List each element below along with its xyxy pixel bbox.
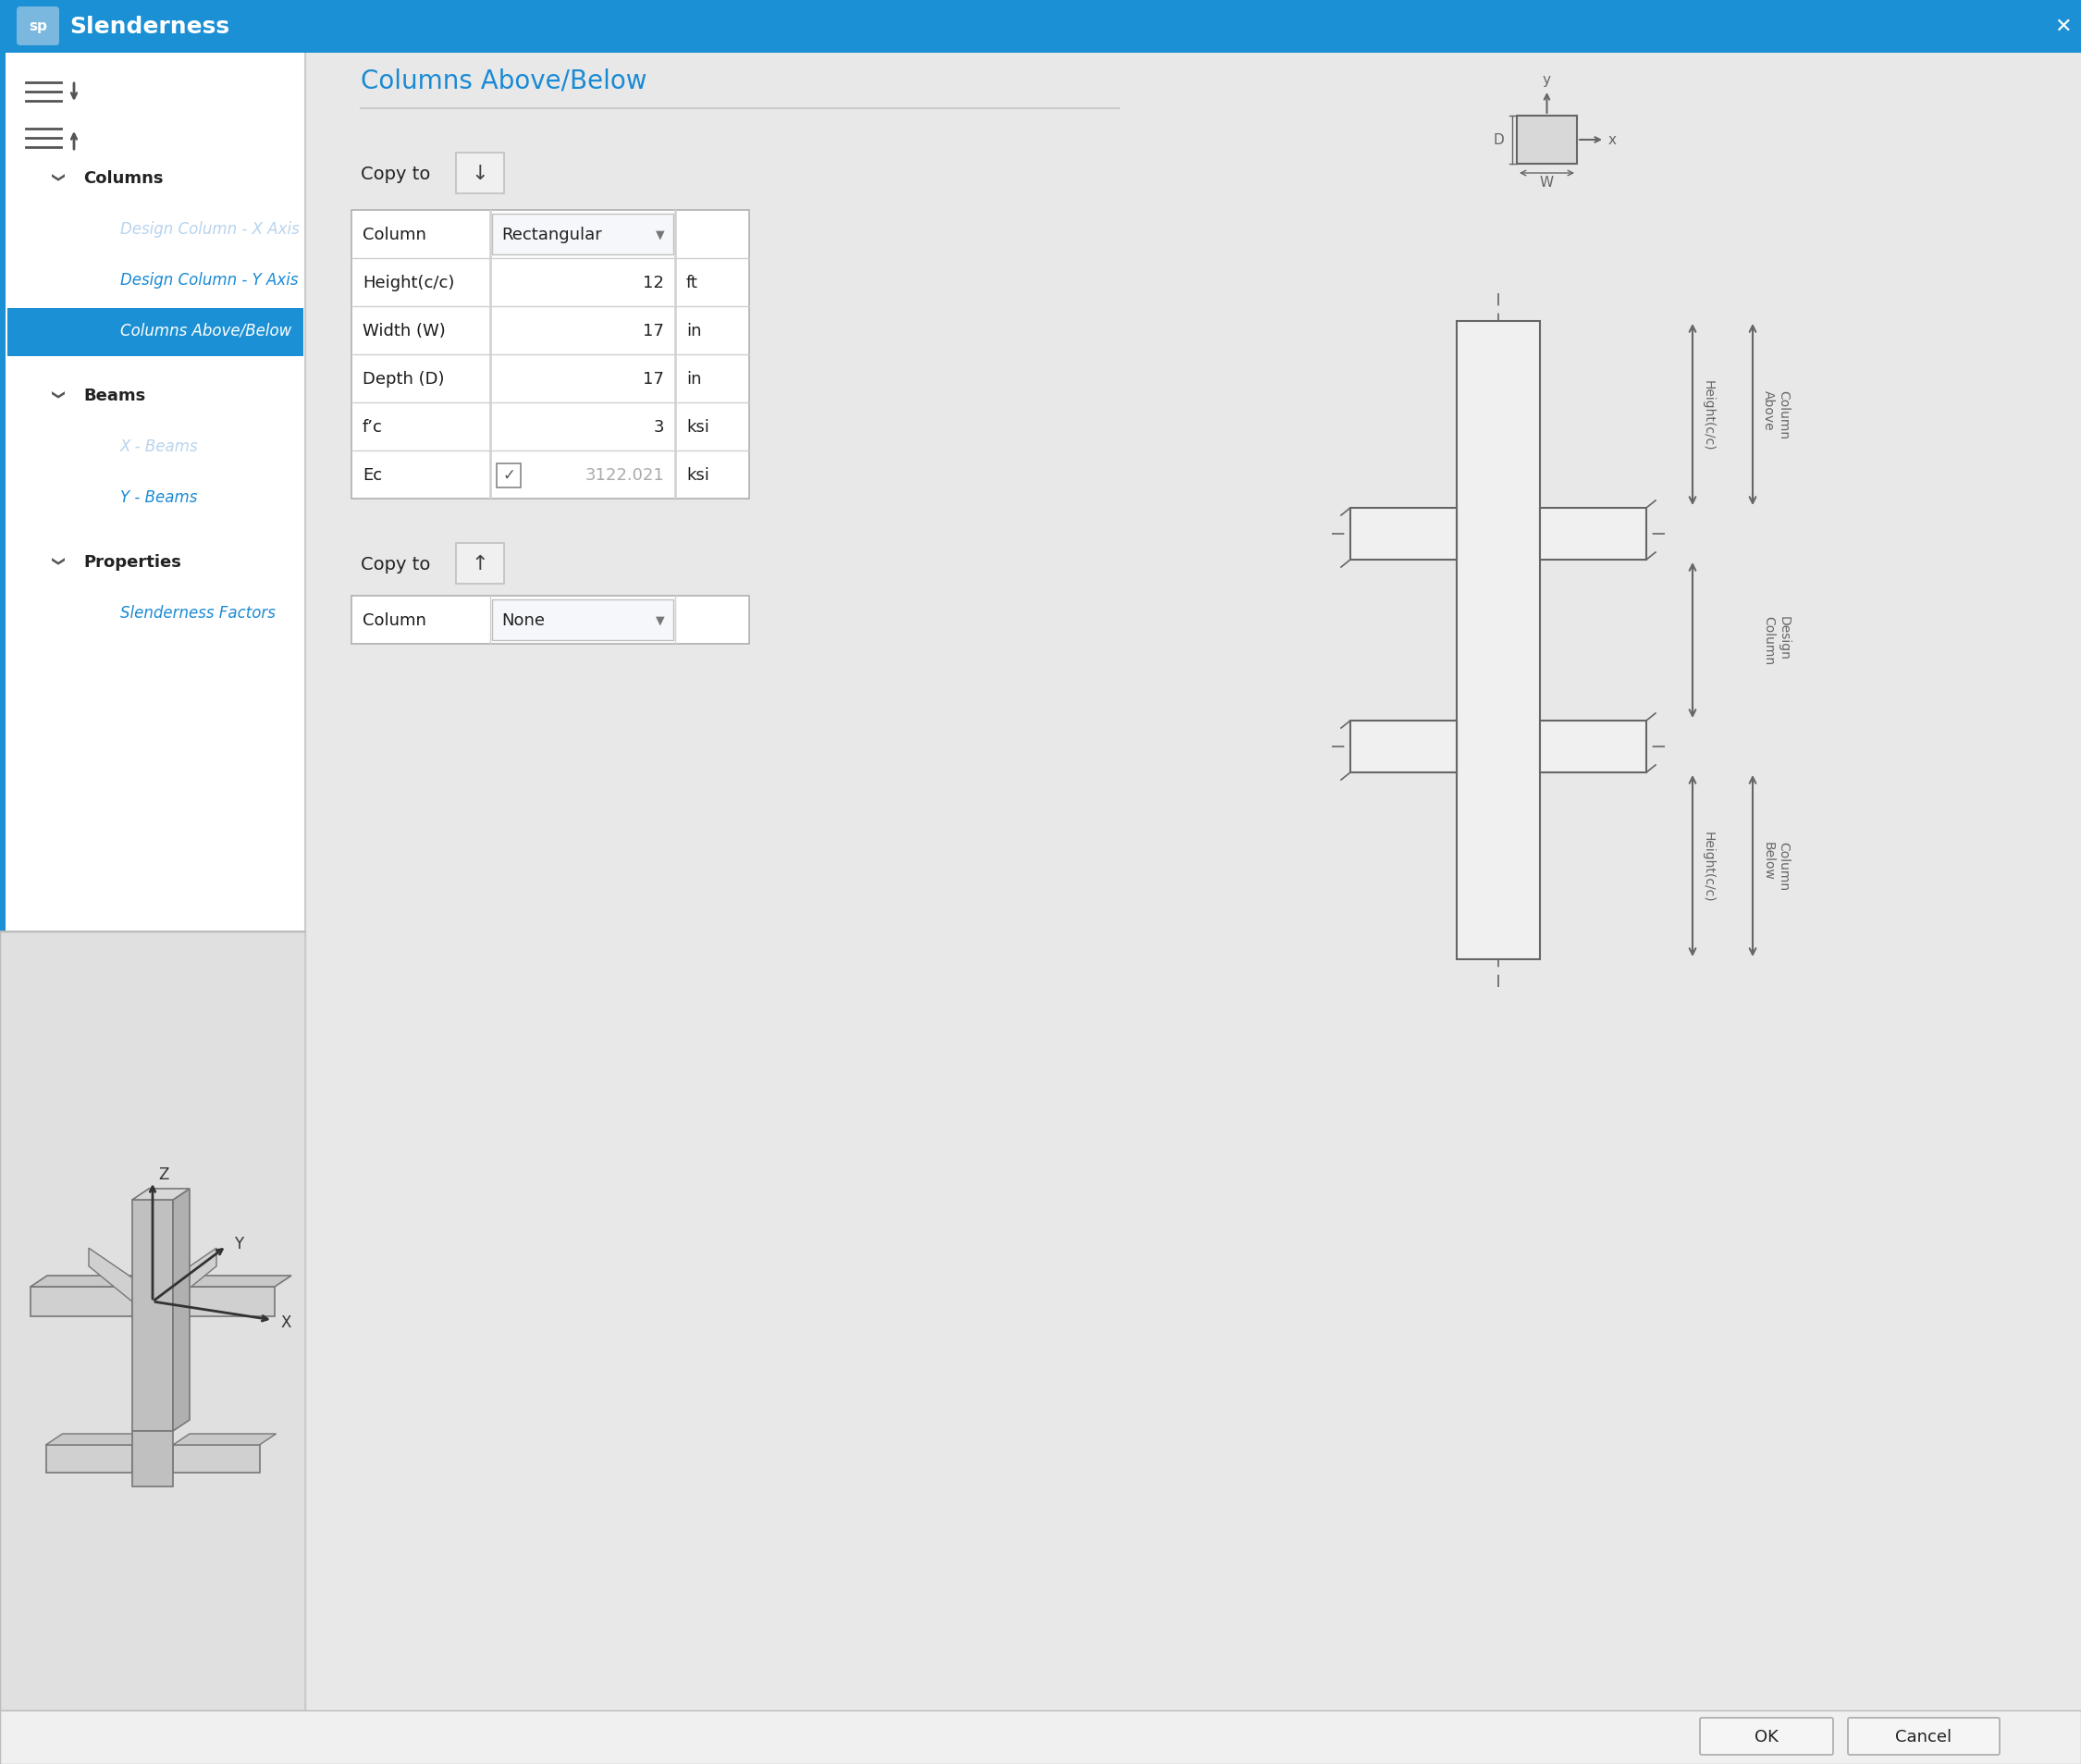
Bar — [1351, 721, 1457, 773]
Bar — [0, 931, 306, 1711]
Bar — [0, 53, 6, 1711]
Text: X: X — [281, 1314, 291, 1330]
Text: Properties: Properties — [83, 554, 181, 570]
Text: Design
Column: Design Column — [1763, 616, 1790, 665]
Text: Copy to: Copy to — [360, 166, 431, 183]
Bar — [491, 600, 674, 640]
Text: Columns Above/Below: Columns Above/Below — [121, 323, 291, 339]
Text: W: W — [1540, 176, 1555, 191]
Text: 3: 3 — [653, 418, 664, 436]
Text: 3122.021: 3122.021 — [585, 467, 664, 483]
Text: ksi: ksi — [687, 418, 710, 436]
FancyBboxPatch shape — [497, 464, 520, 489]
Text: ❯: ❯ — [50, 173, 62, 183]
Text: Y - Beams: Y - Beams — [121, 489, 198, 506]
Text: ▼: ▼ — [656, 614, 664, 626]
Text: ✕: ✕ — [2054, 18, 2071, 35]
Polygon shape — [158, 1249, 216, 1314]
Bar — [8, 309, 304, 356]
Polygon shape — [46, 1445, 133, 1473]
Bar — [1351, 508, 1457, 561]
Text: f’c: f’c — [362, 418, 383, 436]
Bar — [352, 210, 749, 499]
Text: Rectangular: Rectangular — [502, 226, 601, 243]
Bar — [0, 0, 2081, 53]
Text: Column
Above: Column Above — [1763, 390, 1790, 439]
Polygon shape — [133, 1431, 173, 1487]
Bar — [1457, 321, 1540, 960]
Polygon shape — [173, 1275, 291, 1288]
Text: Y: Y — [233, 1235, 243, 1252]
Text: Column: Column — [362, 612, 427, 628]
FancyBboxPatch shape — [1700, 1718, 1833, 1755]
Text: ft: ft — [687, 275, 699, 291]
Text: ❯: ❯ — [50, 390, 62, 400]
Text: ksi: ksi — [687, 467, 710, 483]
Text: in: in — [687, 323, 701, 339]
Text: OK: OK — [1754, 1729, 1779, 1745]
Text: Height(c/c): Height(c/c) — [362, 275, 454, 291]
Bar — [0, 53, 306, 1711]
Text: ↓: ↓ — [472, 164, 489, 183]
Polygon shape — [31, 1288, 133, 1316]
Polygon shape — [31, 1275, 150, 1288]
Bar — [352, 596, 749, 644]
Text: x: x — [1609, 134, 1617, 148]
Text: Slenderness: Slenderness — [69, 16, 229, 37]
Text: Depth (D): Depth (D) — [362, 370, 445, 388]
Text: X - Beams: X - Beams — [121, 437, 198, 455]
Text: 12: 12 — [643, 275, 664, 291]
Text: Ec: Ec — [362, 467, 383, 483]
Bar — [306, 53, 2081, 1711]
Text: Height(c/c): Height(c/c) — [1702, 379, 1715, 450]
Bar — [0, 1711, 2081, 1764]
Bar — [1517, 116, 1577, 164]
Text: Design Column - Y Axis: Design Column - Y Axis — [121, 272, 298, 289]
Text: in: in — [687, 370, 701, 388]
FancyBboxPatch shape — [456, 153, 504, 194]
Text: None: None — [502, 612, 545, 628]
Text: 17: 17 — [643, 370, 664, 388]
Text: ▼: ▼ — [656, 229, 664, 242]
Text: Columns Above/Below: Columns Above/Below — [360, 69, 647, 93]
Bar — [491, 215, 674, 256]
Polygon shape — [89, 1249, 148, 1314]
Text: y: y — [1542, 72, 1550, 86]
Text: Columns: Columns — [83, 169, 162, 187]
Polygon shape — [173, 1445, 260, 1473]
Text: D: D — [1492, 134, 1505, 148]
Bar — [1540, 508, 1646, 561]
Text: Slenderness Factors: Slenderness Factors — [121, 605, 275, 621]
Text: Width (W): Width (W) — [362, 323, 445, 339]
FancyBboxPatch shape — [1848, 1718, 2000, 1755]
Text: ❯: ❯ — [50, 557, 62, 568]
Text: Column
Below: Column Below — [1763, 841, 1790, 891]
FancyBboxPatch shape — [456, 543, 504, 584]
Polygon shape — [173, 1288, 275, 1316]
Polygon shape — [133, 1200, 173, 1431]
Text: 17: 17 — [643, 323, 664, 339]
Text: Height(c/c): Height(c/c) — [1702, 831, 1715, 901]
Text: sp: sp — [29, 19, 48, 34]
Text: Cancel: Cancel — [1896, 1729, 1952, 1745]
Text: Design Column - X Axis: Design Column - X Axis — [121, 220, 300, 238]
Text: Column: Column — [362, 226, 427, 243]
Text: Copy to: Copy to — [360, 556, 431, 573]
Polygon shape — [173, 1189, 189, 1431]
Polygon shape — [46, 1434, 150, 1445]
Text: ✓: ✓ — [502, 467, 516, 483]
Text: ↑: ↑ — [472, 554, 489, 573]
Bar — [1540, 721, 1646, 773]
FancyBboxPatch shape — [17, 7, 58, 46]
Polygon shape — [133, 1189, 189, 1200]
Text: Beams: Beams — [83, 388, 146, 404]
Polygon shape — [173, 1434, 277, 1445]
Text: Z: Z — [158, 1166, 169, 1182]
